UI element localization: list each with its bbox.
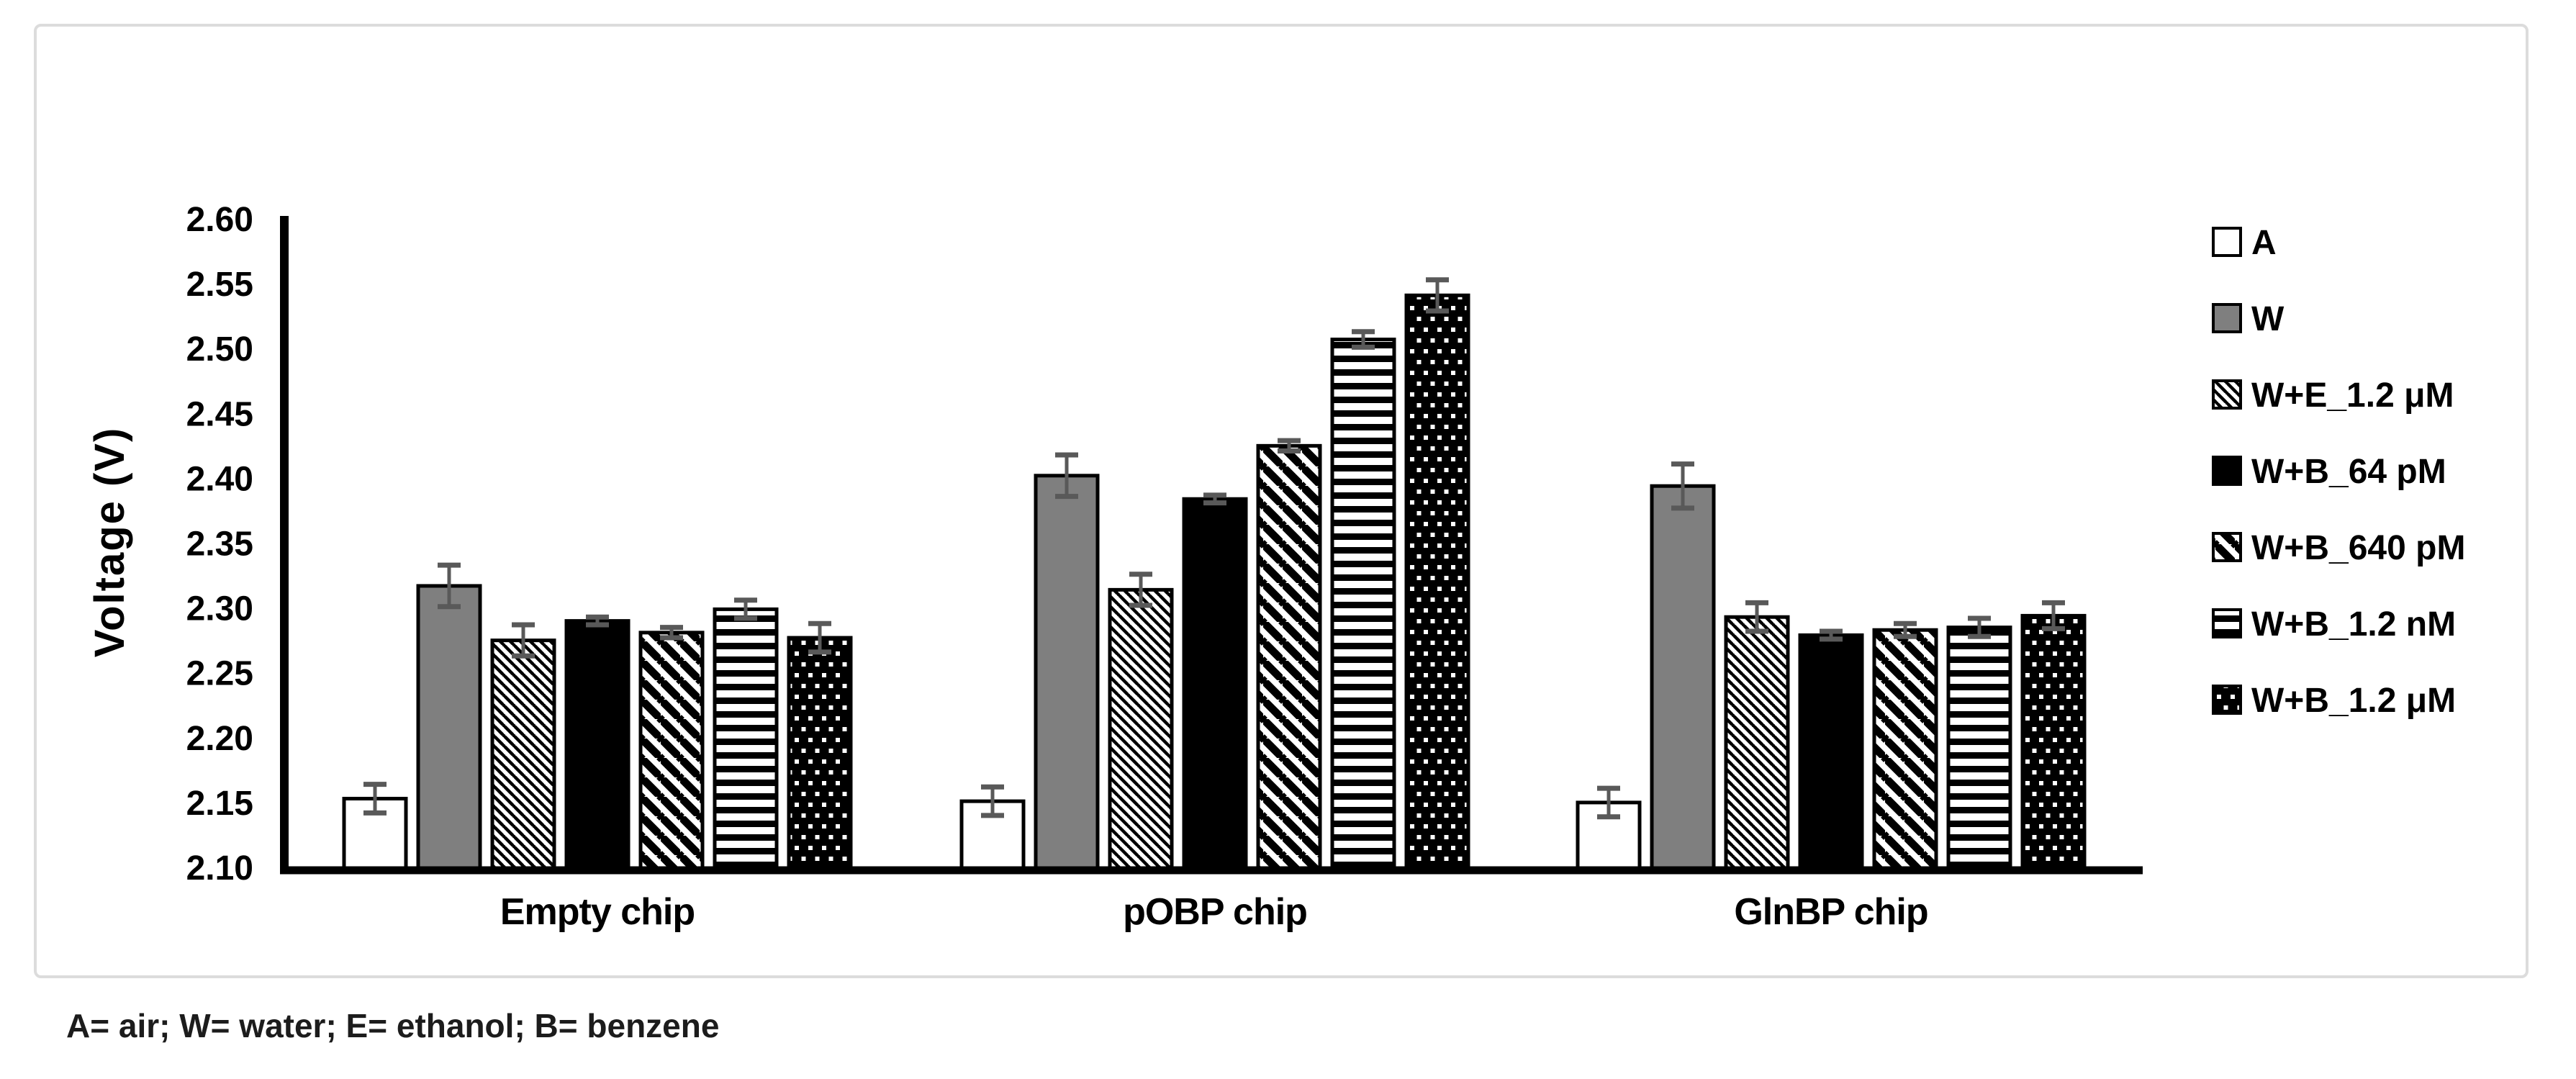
y-tick-label-2.50: 2.50 xyxy=(186,330,253,369)
legend-swatch-w-b-1-2-m xyxy=(2212,685,2242,715)
y-tick-label-2.25: 2.25 xyxy=(186,655,253,693)
bar-glnbp-chip-w xyxy=(1650,484,1716,873)
y-tick-label-2.15: 2.15 xyxy=(186,785,253,823)
y-tick-label-2.10: 2.10 xyxy=(186,849,253,888)
bar-pobp-chip-w-b-1-2-nm xyxy=(1330,338,1396,873)
y-tick-label-2.30: 2.30 xyxy=(186,590,253,628)
bar-glnbp-chip-w-b-64-pm xyxy=(1798,633,1864,873)
bar-empty-chip-w-e-1-2-m xyxy=(490,638,556,873)
legend-swatch-w xyxy=(2212,303,2242,333)
legend-label-a: A xyxy=(2251,224,2277,262)
y-axis-title: Voltage (V) xyxy=(86,427,133,658)
footnote: A= air; W= water; E= ethanol; B= benzene xyxy=(66,1007,720,1044)
bar-pobp-chip-w-b-1-2-m xyxy=(1404,293,1470,873)
bar-pobp-chip-w-e-1-2-m xyxy=(1108,587,1174,873)
bar-pobp-chip-w-b-64-pm xyxy=(1182,497,1248,873)
y-tick-label-2.20: 2.20 xyxy=(186,720,253,758)
bar-pobp-chip-w xyxy=(1034,474,1100,873)
legend-label-w: W xyxy=(2251,300,2284,338)
y-tick-label-2.35: 2.35 xyxy=(186,525,253,564)
bar-glnbp-chip-w-b-1-2-nm xyxy=(1946,626,2012,873)
bar-glnbp-chip-w-e-1-2-m xyxy=(1724,615,1790,873)
legend-swatch-w-e-1-2-m xyxy=(2212,379,2242,410)
legend-swatch-w-b-1-2-nm xyxy=(2212,608,2242,638)
y-tick-label-2.60: 2.60 xyxy=(186,201,253,239)
legend-label-w-b-640-pm: W+B_640 pM xyxy=(2251,529,2465,567)
bar-empty-chip-w-b-1-2-nm xyxy=(713,607,779,873)
bar-pobp-chip-w-b-640-pm xyxy=(1256,443,1322,873)
bar-glnbp-chip-w-b-1-2-m xyxy=(2020,613,2087,873)
y-tick-label-2.45: 2.45 xyxy=(186,395,253,433)
bar-glnbp-chip-w-b-640-pm xyxy=(1872,628,1938,873)
bar-empty-chip-w-b-1-2-m xyxy=(787,636,853,873)
category-label-empty-chip: Empty chip xyxy=(500,891,695,933)
bar-empty-chip-w xyxy=(416,584,482,873)
legend-label-w-b-64-pm: W+B_64 pM xyxy=(2251,453,2446,491)
legend-swatch-a xyxy=(2212,227,2242,257)
legend-label-w-b-1-2-m: W+B_1.2 μM xyxy=(2251,682,2456,720)
legend-swatch-w-b-64-pm xyxy=(2212,456,2242,486)
legend-label-w-e-1-2-m: W+E_1.2 μM xyxy=(2251,376,2454,415)
y-tick-label-2.40: 2.40 xyxy=(186,460,253,498)
y-tick-label-2.55: 2.55 xyxy=(186,266,253,304)
category-label-pobp-chip: pOBP chip xyxy=(1123,891,1307,933)
category-label-glnbp-chip: GlnBP chip xyxy=(1734,891,1928,933)
legend-swatch-w-b-640-pm xyxy=(2212,532,2242,562)
legend-label-w-b-1-2-nm: W+B_1.2 nM xyxy=(2251,605,2456,644)
bar-empty-chip-w-b-64-pm xyxy=(564,619,631,873)
bar-empty-chip-w-b-640-pm xyxy=(638,631,705,873)
